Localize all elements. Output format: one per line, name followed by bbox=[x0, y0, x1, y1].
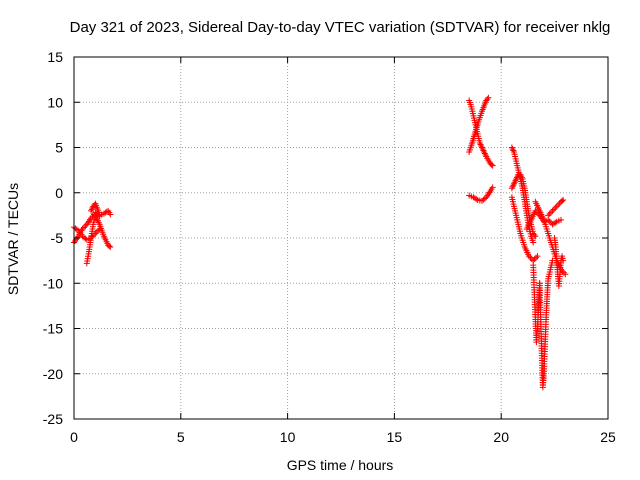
data-point bbox=[530, 239, 537, 246]
data-point bbox=[558, 216, 565, 223]
y-tick-label: -20 bbox=[43, 366, 63, 382]
data-point bbox=[473, 196, 480, 203]
y-tick-label: -5 bbox=[51, 230, 64, 246]
data-point bbox=[488, 161, 495, 168]
y-tick-label: -25 bbox=[43, 411, 63, 427]
x-axis-title: GPS time / hours bbox=[287, 457, 394, 473]
data-point bbox=[560, 196, 567, 203]
data-point bbox=[489, 162, 496, 169]
data-point bbox=[107, 211, 114, 218]
data-point bbox=[107, 244, 114, 251]
data-point bbox=[531, 231, 538, 238]
y-tick-label: 5 bbox=[55, 140, 63, 156]
data-point bbox=[534, 253, 541, 260]
y-tick-label: -10 bbox=[43, 275, 63, 291]
tick-labels: 0 5 10 15 20 25 15 10 5 0 -5 -10 -15 -20 -25 bbox=[43, 49, 616, 445]
data-point bbox=[485, 94, 492, 101]
y-axis-title: SDTVAR / TECUs bbox=[5, 183, 21, 295]
x-tick-label: 20 bbox=[493, 429, 509, 445]
x-tick-label: 0 bbox=[70, 429, 78, 445]
x-tick-label: 25 bbox=[600, 429, 616, 445]
y-tick-label: 10 bbox=[47, 94, 63, 110]
data-point bbox=[560, 257, 567, 264]
x-tick-label: 10 bbox=[280, 429, 296, 445]
data-point bbox=[532, 233, 539, 240]
data-point bbox=[552, 219, 559, 226]
y-tick-label: -15 bbox=[43, 321, 63, 337]
x-tick-label: 5 bbox=[177, 429, 185, 445]
data-point bbox=[489, 184, 496, 191]
data-point bbox=[562, 271, 569, 278]
y-tick-label: 0 bbox=[55, 185, 63, 201]
data-point bbox=[96, 213, 103, 220]
data-point bbox=[484, 96, 491, 103]
x-tick-label: 15 bbox=[387, 429, 403, 445]
data-point bbox=[106, 243, 113, 250]
axis-ticks bbox=[73, 56, 609, 420]
y-tick-label: 15 bbox=[47, 49, 63, 65]
data-point bbox=[73, 226, 80, 233]
data-points bbox=[71, 94, 569, 391]
data-point bbox=[559, 197, 566, 204]
chart-title: Day 321 of 2023, Sidereal Day-to-day VTE… bbox=[70, 19, 611, 36]
